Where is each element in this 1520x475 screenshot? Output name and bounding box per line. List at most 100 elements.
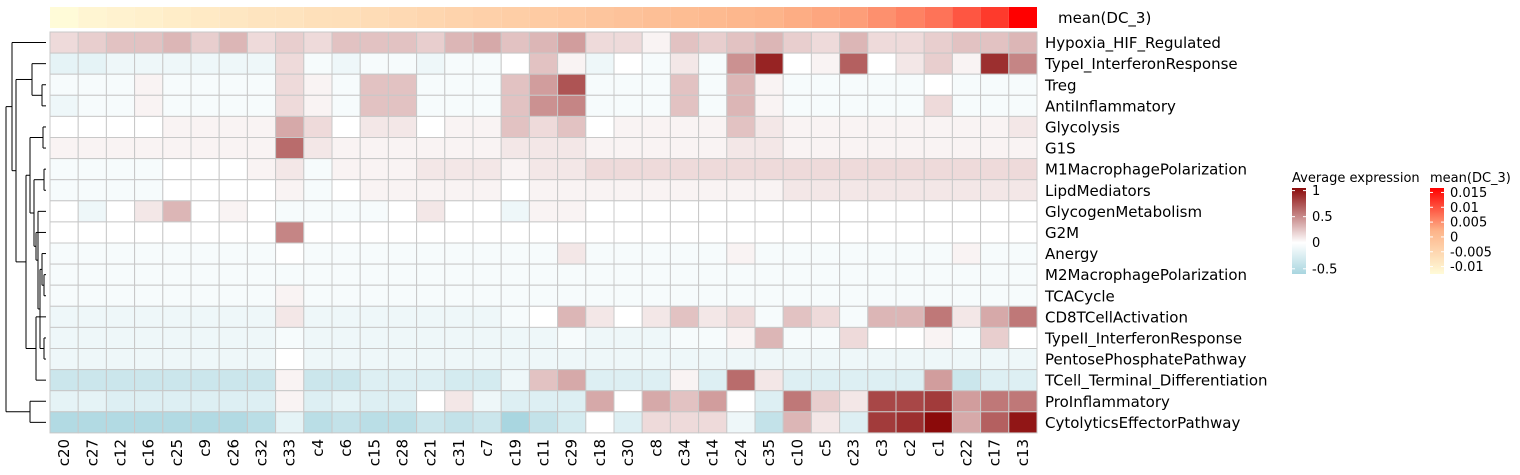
heatmap-cell [303,73,333,96]
heatmap-cell [782,73,812,96]
heatmap-cell [867,369,897,392]
heatmap-cell [810,263,841,286]
heatmap-cell [105,158,136,181]
heatmap-cell [754,31,784,54]
heatmap-cell [613,263,643,286]
legend-expression-title: Average expression [1292,171,1420,186]
column-label: c24 [732,439,750,466]
heatmap-cell [698,221,728,244]
heatmap-cell [585,158,615,181]
heatmap-cell [359,31,389,54]
heatmap-cell [472,94,502,117]
heatmap-cell [331,305,361,328]
heatmap-cell [472,179,502,202]
heatmap-cell [895,31,925,54]
heatmap-cell [303,263,333,286]
annotation-cell [614,7,643,28]
heatmap-cell [218,158,248,181]
heatmap-cell [500,115,530,139]
heatmap-cell [557,158,587,181]
heatmap-cell [105,179,136,202]
heatmap-cell [190,348,220,371]
heatmap-cell [726,411,756,434]
row-label: GlycogenMetabolism [1045,203,1202,221]
heatmap-cell [867,284,897,307]
heatmap-cell [698,94,728,117]
row-label: G1S [1045,140,1076,158]
heatmap-cell [500,31,530,54]
row-label: M1MacrophagePolarization [1045,161,1247,179]
heatmap-cell [980,369,1010,392]
heatmap-cell [810,94,841,117]
heatmap-cell [218,200,248,223]
heatmap-cell [839,411,869,434]
heatmap-cell [303,326,333,349]
heatmap-cell [105,242,136,265]
heatmap-cell [698,305,728,328]
column-label: c10 [788,439,806,466]
heatmap-cell [105,115,136,139]
annotation-cell [275,7,304,28]
heatmap-cell [416,52,446,75]
heatmap-cell [839,242,869,265]
heatmap-cell [754,242,784,265]
heatmap-cell [416,158,446,181]
heatmap-cell [331,179,361,202]
heatmap-cell [275,73,305,96]
heatmap-cell [359,305,389,328]
heatmap-cell [246,284,277,307]
heatmap-cell [557,137,587,160]
heatmap-cell [162,31,192,54]
annotation-cell [50,7,79,28]
column-label: c33 [281,439,299,466]
heatmap-cell [303,158,333,181]
heatmap-cell [726,326,756,349]
column-label: c6 [337,439,355,457]
heatmap-cell [726,369,756,392]
heatmap-cell [613,94,643,117]
row-label: LipdMediators [1045,182,1151,200]
heatmap-cell [641,31,671,54]
annotation-cell [332,7,361,28]
column-label: c11 [535,439,553,466]
heatmap-cell [754,115,784,139]
heatmap-cell [528,369,559,392]
heatmap-cell [275,137,305,160]
heatmap-cell [528,326,559,349]
heatmap-cell [1008,221,1038,244]
column-label: c19 [506,439,524,466]
heatmap-cell [1008,52,1038,75]
annotation-cell [698,7,727,28]
annotation-cell [670,7,699,28]
heatmap-cell [980,263,1010,286]
column-label: c14 [704,439,722,466]
heatmap-cell [77,94,107,117]
heatmap-cell [444,390,474,413]
heatmap-cell [49,284,79,307]
heatmap-cell [303,284,333,307]
heatmap-cell [331,221,361,244]
heatmap-cell [77,284,107,307]
heatmap-cell [895,390,925,413]
heatmap-cell [754,348,784,371]
heatmap-cell [190,115,220,139]
heatmap-cell [669,263,700,286]
column-label: c13 [1014,439,1032,466]
heatmap-cell [134,31,164,54]
row-label: TCACycle [1044,287,1115,305]
heatmap-cell [218,326,248,349]
heatmap-cell [218,94,248,117]
heatmap-cell [275,200,305,223]
heatmap-cell [77,242,107,265]
annotation-cell [642,7,671,28]
heatmap-cell [951,73,982,96]
heatmap-cell [923,115,953,139]
heatmap-cell [134,179,164,202]
heatmap-cell [754,221,784,244]
column-label: c32 [253,439,271,466]
heatmap-cell [275,115,305,139]
heatmap-cell [416,411,446,434]
heatmap-cell [669,390,700,413]
